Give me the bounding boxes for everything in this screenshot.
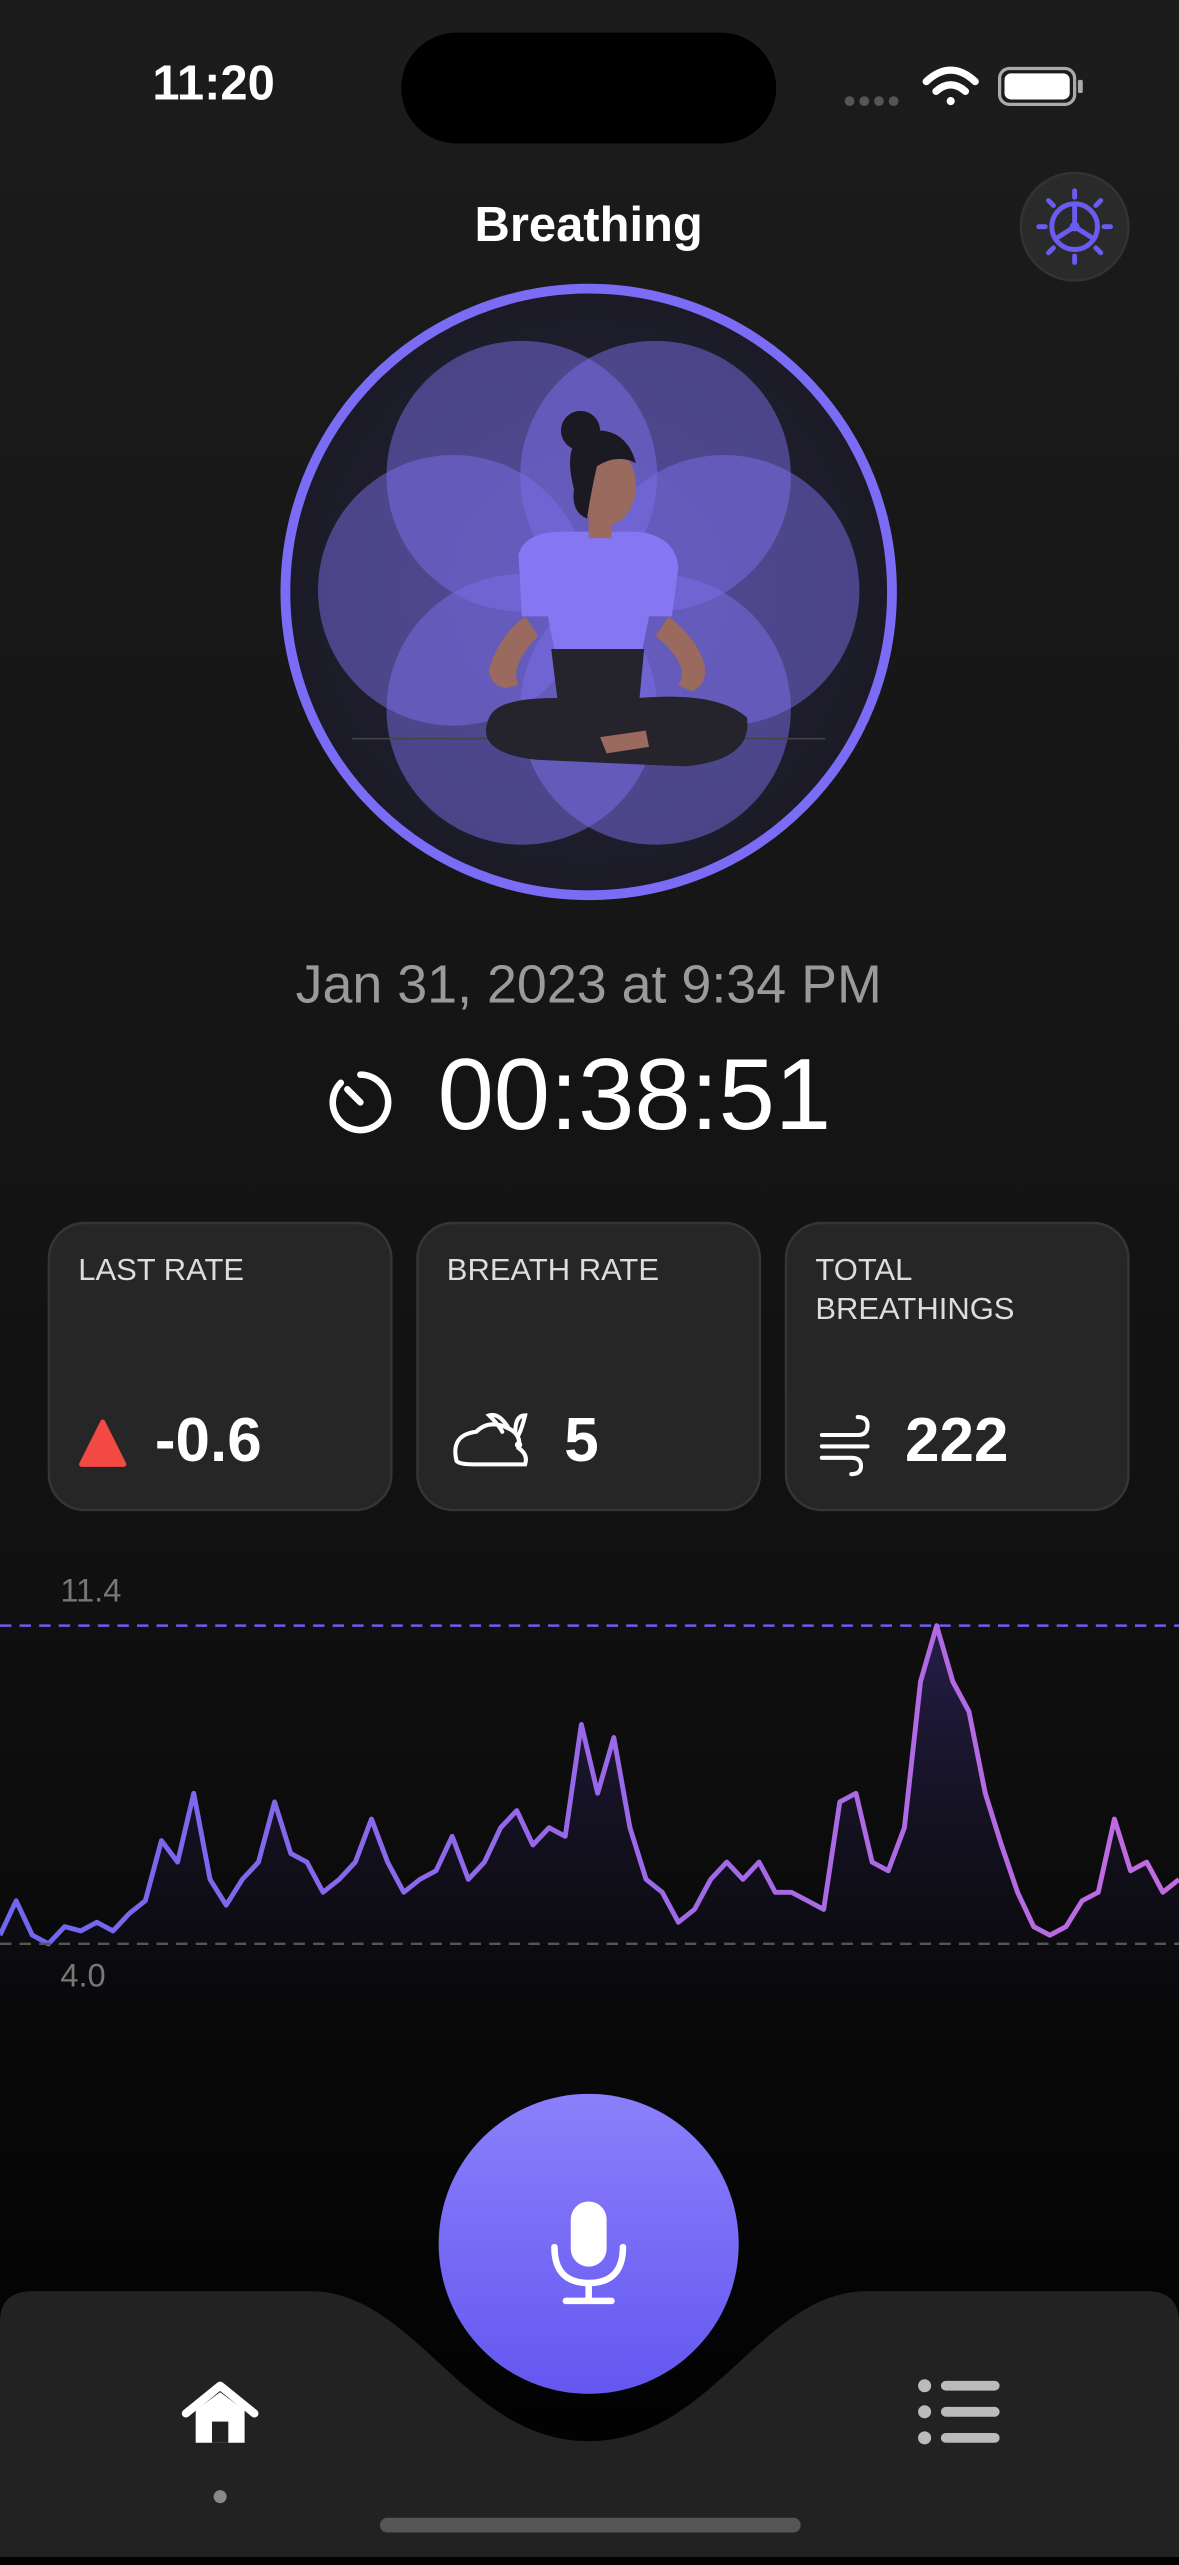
rabbit-icon bbox=[453, 1412, 528, 1467]
stat-label-box: TOTAL BREATHINGS bbox=[815, 1254, 1015, 1328]
stopwatch-icon bbox=[329, 1071, 392, 1134]
wifi-icon bbox=[922, 66, 979, 106]
record-button[interactable] bbox=[438, 2093, 739, 2394]
breathing-chart: 4.0 11.4 bbox=[0, 1572, 1179, 2039]
home-indicator bbox=[379, 2517, 801, 2533]
stat-label: LAST RATE bbox=[78, 1252, 244, 1287]
rate-line bbox=[0, 1623, 1179, 1947]
area-fill bbox=[0, 1625, 1179, 2039]
stat-value: -0.6 bbox=[155, 1406, 262, 1475]
home-tab[interactable] bbox=[181, 2381, 259, 2504]
reference-label: 11.4 bbox=[60, 1572, 121, 1609]
dynamic-island bbox=[401, 32, 777, 144]
stat-label: BREATH RATE bbox=[447, 1252, 659, 1287]
screen-title: Breathing bbox=[475, 198, 703, 252]
battery-icon bbox=[997, 66, 1083, 106]
breathing-illustration bbox=[280, 283, 897, 901]
stat-card: LAST RATE -0.6 bbox=[47, 1221, 393, 1512]
tab-bar bbox=[0, 2291, 1179, 2557]
stat-value: 5 bbox=[564, 1406, 598, 1475]
settings-button[interactable] bbox=[1019, 171, 1130, 282]
session-date: Jan 31, 2023 at 9:34 PM bbox=[296, 954, 882, 1014]
stat-card: TOTAL BREATHINGS 222 bbox=[784, 1221, 1130, 1512]
list-tab[interactable] bbox=[918, 2379, 1000, 2445]
signal-icon bbox=[844, 96, 899, 106]
trend-icon bbox=[79, 1419, 127, 1467]
stat-card: BREATH RATE 5 bbox=[416, 1221, 762, 1512]
session-duration: 00:38:51 bbox=[438, 1038, 832, 1151]
wind-icon bbox=[819, 1415, 870, 1477]
stat-label: TOTAL BREATHINGS bbox=[815, 1254, 1015, 1328]
reference-label: 4.0 bbox=[60, 1957, 105, 1994]
stat-value: 222 bbox=[905, 1406, 1008, 1475]
status-time: 11:20 bbox=[152, 56, 274, 110]
